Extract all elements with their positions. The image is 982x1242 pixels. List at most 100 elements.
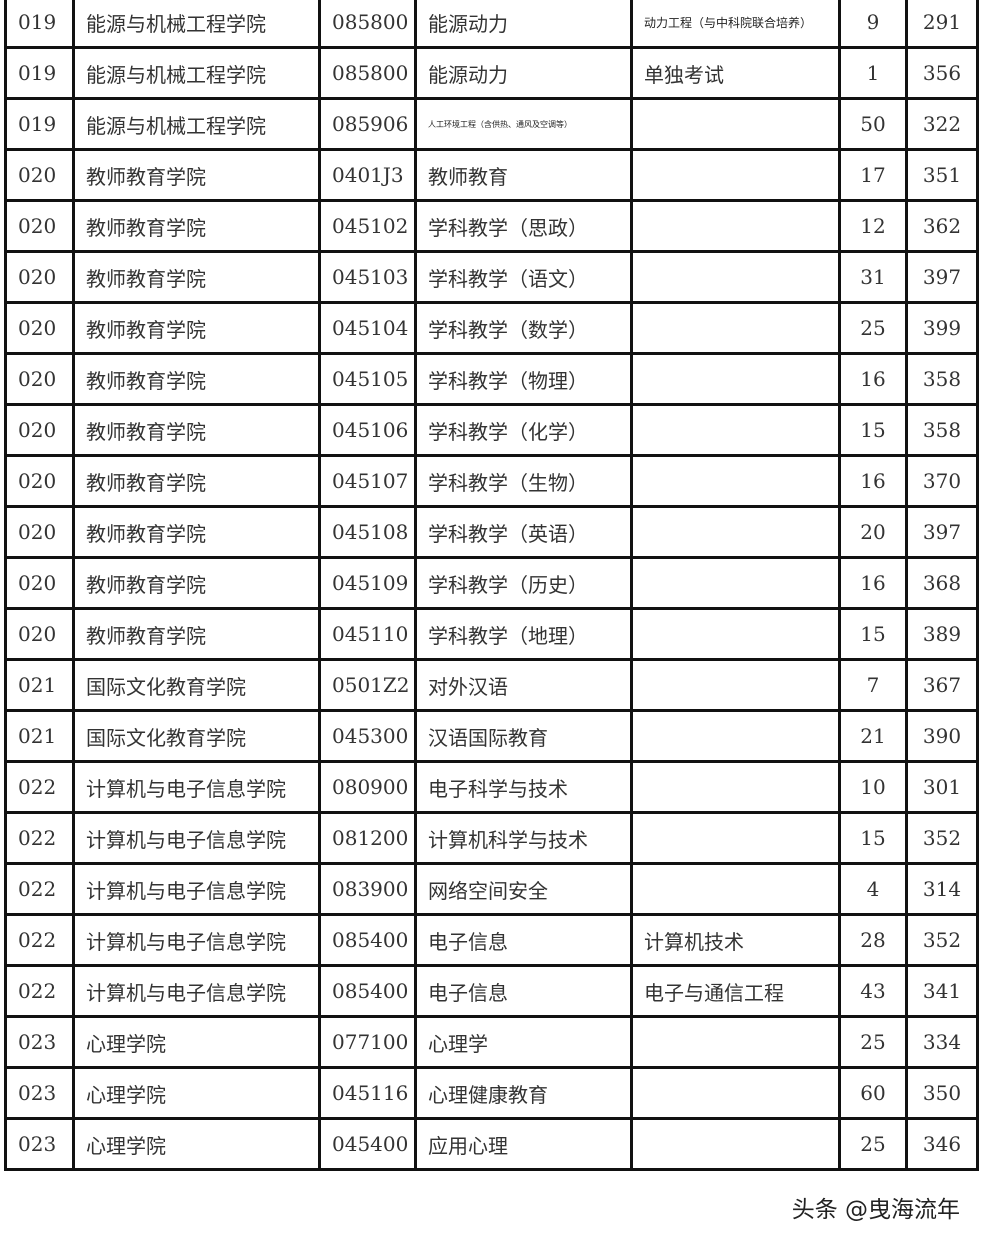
college-name-cell: 教师教育学院 (72, 454, 321, 508)
table-row: 022 计算机与电子信息学院 080900 电子科学与技术 10 301 (4, 760, 979, 814)
direction-cell (630, 301, 841, 355)
college-code-cell: 020 (4, 607, 75, 661)
college-code-cell: 020 (4, 454, 75, 508)
college-code-cell: 022 (4, 964, 75, 1018)
enrollment-cell: 15 (838, 403, 908, 457)
table-row: 023 心理学院 077100 心理学 25 334 (4, 1015, 979, 1069)
major-code-cell: 083900 (318, 862, 417, 916)
direction-cell (630, 811, 841, 865)
major-name-cell: 学科教学（语文） (414, 250, 633, 304)
college-code-cell: 019 (4, 97, 75, 151)
college-code-cell: 019 (4, 46, 75, 100)
college-name-cell: 心理学院 (72, 1117, 321, 1171)
major-code-cell: 045110 (318, 607, 417, 661)
enrollment-cell: 15 (838, 607, 908, 661)
college-name-cell: 教师教育学院 (72, 250, 321, 304)
college-name-cell: 教师教育学院 (72, 403, 321, 457)
major-name-cell: 心理学 (414, 1015, 633, 1069)
college-name-cell: 心理学院 (72, 1015, 321, 1069)
direction-cell (630, 1066, 841, 1120)
enrollment-cell: 17 (838, 148, 908, 202)
table-row: 022 计算机与电子信息学院 085400 电子信息 计算机技术 28 352 (4, 913, 979, 967)
score-cell: 389 (905, 607, 979, 661)
college-name-cell: 能源与机械工程学院 (72, 46, 321, 100)
table-row: 019 能源与机械工程学院 085800 能源动力 动力工程（与中科院联合培养） 9 291 (4, 0, 979, 49)
enrollment-cell: 9 (838, 0, 908, 49)
college-name-cell: 计算机与电子信息学院 (72, 964, 321, 1018)
major-name-cell: 电子信息 (414, 964, 633, 1018)
direction-cell: 单独考试 (630, 46, 841, 100)
enrollment-cell: 31 (838, 250, 908, 304)
table-row: 019 能源与机械工程学院 085906 人工环境工程（含供热、通风及空调等） 50 32… (4, 97, 979, 151)
table-row: 020 教师教育学院 045107 学科教学（生物） 16 370 (4, 454, 979, 508)
major-name-cell: 网络空间安全 (414, 862, 633, 916)
direction-cell: 计算机技术 (630, 913, 841, 967)
direction-cell: 动力工程（与中科院联合培养） (630, 0, 841, 49)
enrollment-cell: 25 (838, 301, 908, 355)
major-name-cell: 人工环境工程（含供热、通风及空调等） (414, 97, 633, 151)
score-cell: 301 (905, 760, 979, 814)
enrollment-cell: 15 (838, 811, 908, 865)
score-cell: 399 (905, 301, 979, 355)
direction-cell (630, 505, 841, 559)
enrollment-cell: 21 (838, 709, 908, 763)
enrollment-cell: 4 (838, 862, 908, 916)
college-code-cell: 020 (4, 148, 75, 202)
college-name-cell: 教师教育学院 (72, 199, 321, 253)
score-cell: 358 (905, 352, 979, 406)
direction-cell (630, 556, 841, 610)
college-code-cell: 022 (4, 913, 75, 967)
score-cell: 370 (905, 454, 979, 508)
score-cell: 390 (905, 709, 979, 763)
college-name-cell: 计算机与电子信息学院 (72, 760, 321, 814)
table-row: 023 心理学院 045400 应用心理 25 346 (4, 1117, 979, 1171)
major-name-cell: 心理健康教育 (414, 1066, 633, 1120)
enrollment-cell: 7 (838, 658, 908, 712)
score-cell: 322 (905, 97, 979, 151)
table-row: 020 教师教育学院 045108 学科教学（英语） 20 397 (4, 505, 979, 559)
college-code-cell: 020 (4, 250, 75, 304)
direction-cell: 电子与通信工程 (630, 964, 841, 1018)
major-code-cell: 077100 (318, 1015, 417, 1069)
college-code-cell: 023 (4, 1117, 75, 1171)
college-code-cell: 022 (4, 811, 75, 865)
major-name-cell: 学科教学（化学） (414, 403, 633, 457)
enrollment-cell: 60 (838, 1066, 908, 1120)
table-row: 022 计算机与电子信息学院 083900 网络空间安全 4 314 (4, 862, 979, 916)
major-code-cell: 045400 (318, 1117, 417, 1171)
college-name-cell: 教师教育学院 (72, 301, 321, 355)
college-code-cell: 023 (4, 1066, 75, 1120)
college-code-cell: 020 (4, 505, 75, 559)
major-code-cell: 085400 (318, 913, 417, 967)
direction-cell (630, 658, 841, 712)
college-name-cell: 计算机与电子信息学院 (72, 913, 321, 967)
table-row: 020 教师教育学院 0401J3 教师教育 17 351 (4, 148, 979, 202)
table-row: 019 能源与机械工程学院 085800 能源动力 单独考试 1 356 (4, 46, 979, 100)
score-cell: 350 (905, 1066, 979, 1120)
major-name-cell: 应用心理 (414, 1117, 633, 1171)
college-name-cell: 国际文化教育学院 (72, 658, 321, 712)
college-name-cell: 教师教育学院 (72, 352, 321, 406)
major-name-cell: 学科教学（思政） (414, 199, 633, 253)
major-name-cell: 学科教学（英语） (414, 505, 633, 559)
college-name-cell: 心理学院 (72, 1066, 321, 1120)
college-name-cell: 计算机与电子信息学院 (72, 811, 321, 865)
score-cell: 314 (905, 862, 979, 916)
enrollment-cell: 10 (838, 760, 908, 814)
major-code-cell: 045103 (318, 250, 417, 304)
direction-cell (630, 403, 841, 457)
enrollment-cell: 16 (838, 556, 908, 610)
college-code-cell: 023 (4, 1015, 75, 1069)
direction-cell (630, 97, 841, 151)
score-cell: 368 (905, 556, 979, 610)
major-code-cell: 085906 (318, 97, 417, 151)
college-code-cell: 021 (4, 709, 75, 763)
college-code-cell: 020 (4, 352, 75, 406)
college-name-cell: 计算机与电子信息学院 (72, 862, 321, 916)
major-name-cell: 计算机科学与技术 (414, 811, 633, 865)
enrollment-cell: 28 (838, 913, 908, 967)
score-cell: 362 (905, 199, 979, 253)
score-cell: 367 (905, 658, 979, 712)
major-code-cell: 045104 (318, 301, 417, 355)
table-row: 022 计算机与电子信息学院 085400 电子信息 电子与通信工程 43 341 (4, 964, 979, 1018)
